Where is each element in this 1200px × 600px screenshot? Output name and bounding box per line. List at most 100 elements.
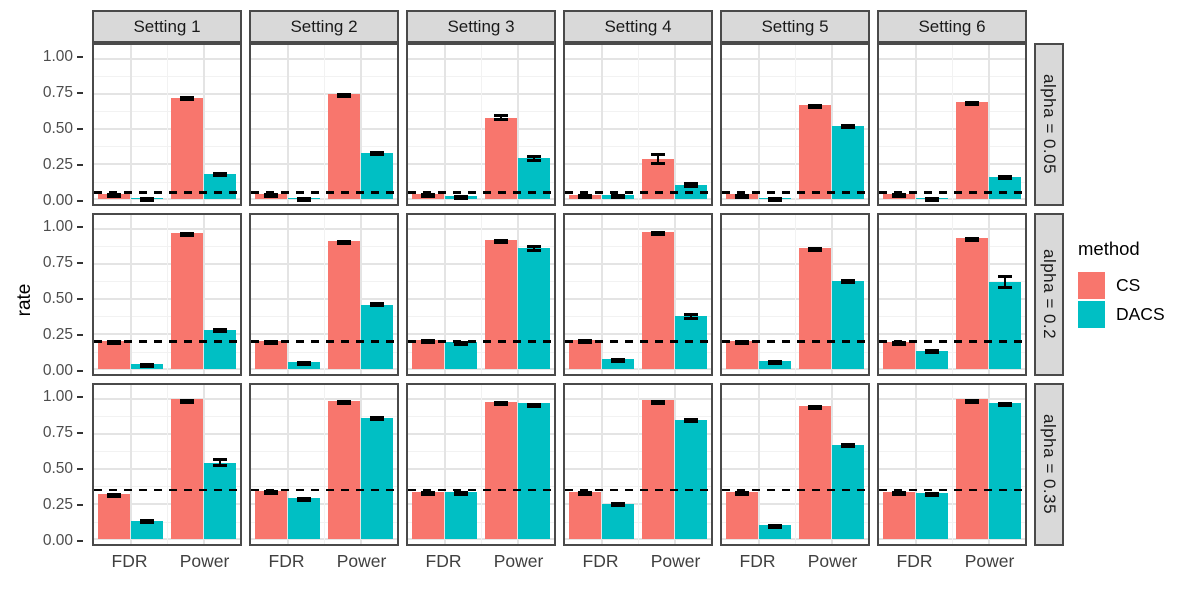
error-bar-fdr-cs xyxy=(421,193,436,199)
error-bar-cap-top xyxy=(578,193,593,197)
bar-power-dacs xyxy=(831,444,864,540)
error-bar-cap-top xyxy=(735,193,750,197)
error-bar-power-cs xyxy=(337,92,352,98)
facet-strip-setting-1: Setting 1 xyxy=(92,10,242,43)
error-bar-cap-bottom xyxy=(651,401,666,405)
error-bar-cap-bottom xyxy=(369,153,384,157)
x-axis-labels-col-5: FDR Power xyxy=(877,546,1027,578)
error-bar-cap-bottom xyxy=(997,286,1012,289)
legend-title: method xyxy=(1078,238,1140,259)
bar-fdr-dacs xyxy=(915,350,948,370)
bar-power-dacs xyxy=(988,402,1021,540)
error-bar-cap-bottom xyxy=(107,194,122,198)
error-bar-cap-bottom xyxy=(296,363,311,367)
bar-fdr-dacs xyxy=(444,492,477,540)
y-tick-label: 0.50 xyxy=(42,289,73,307)
y-tick-label: 0.25 xyxy=(42,326,73,344)
legend-label-cs: CS xyxy=(1116,275,1141,295)
x-tick-label-power: Power xyxy=(493,551,544,571)
bar-power-dacs xyxy=(203,173,236,200)
bar-power-dacs xyxy=(203,462,236,540)
error-bar-cap-top xyxy=(840,278,855,282)
bar-fdr-dacs xyxy=(915,492,948,540)
bar-fdr-dacs xyxy=(130,520,163,540)
error-bar-power-dacs xyxy=(369,415,384,421)
y-tick-mark xyxy=(77,127,83,130)
bar-fdr-cs xyxy=(98,494,131,540)
legend-swatch-dacs xyxy=(1078,301,1105,328)
gridline-vertical xyxy=(129,385,132,544)
error-bar-cap-bottom xyxy=(683,420,698,424)
x-axis-labels-col-4: FDR Power xyxy=(720,546,870,578)
bar-fdr-cs xyxy=(255,341,288,370)
error-bar-cap-top xyxy=(369,151,384,155)
error-bar-cap-top xyxy=(683,417,698,421)
error-bar-cap-bottom xyxy=(369,304,384,308)
bar-fdr-cs xyxy=(412,340,445,370)
error-bar-cap-top xyxy=(494,114,509,118)
error-bar-cap-bottom xyxy=(924,351,939,355)
bar-fdr-cs xyxy=(98,341,131,370)
error-bar-power-dacs xyxy=(683,417,698,424)
alpha-reference-line xyxy=(722,191,868,194)
error-bar-fdr-cs xyxy=(107,192,122,198)
gridline-vertical xyxy=(202,215,205,374)
error-bar-cap-top xyxy=(337,92,352,96)
error-bar-cap-bottom xyxy=(610,195,625,199)
error-bar-cap-top xyxy=(107,192,122,196)
alpha-reference-line xyxy=(94,488,240,492)
alpha-reference-line xyxy=(94,191,240,194)
error-bar-fdr-cs xyxy=(578,193,593,199)
alpha-reference-line xyxy=(879,488,1025,492)
error-bar-cap-bottom xyxy=(683,317,698,321)
bar-power-dacs xyxy=(203,329,236,370)
error-bar-cap-bottom xyxy=(578,341,593,345)
error-bar-fdr-dacs xyxy=(139,363,154,369)
gridline-vertical-minor xyxy=(952,45,953,204)
error-bar-power-dacs xyxy=(997,175,1012,181)
bar-power-dacs xyxy=(360,417,393,540)
error-bar-cap-bottom xyxy=(610,503,625,507)
error-bar-cap-top xyxy=(840,443,855,447)
bar-fdr-cs xyxy=(255,490,288,540)
x-tick-label-power: Power xyxy=(807,551,858,571)
y-tick-label: 0.00 xyxy=(42,192,73,210)
error-bar-cap-bottom xyxy=(651,162,666,166)
bar-fdr-cs xyxy=(569,492,602,540)
error-bar-cap-top xyxy=(212,172,227,176)
error-bar-fdr-dacs xyxy=(924,491,939,497)
error-bar-fdr-cs xyxy=(735,491,750,497)
error-bar-fdr-dacs xyxy=(453,490,468,496)
error-bar-power-dacs xyxy=(683,182,698,189)
error-bar-cap-top xyxy=(212,458,227,462)
error-bar-cap-bottom xyxy=(965,102,980,106)
error-bar-fdr-dacs xyxy=(610,193,625,199)
alpha-reference-line xyxy=(94,340,240,343)
error-bar-power-cs xyxy=(337,240,352,246)
bar-fdr-cs xyxy=(412,492,445,540)
error-bar-cap-top xyxy=(892,193,907,197)
error-bar-cap-top xyxy=(767,196,782,200)
gridline-vertical xyxy=(914,45,917,204)
error-bar-power-dacs xyxy=(526,244,541,252)
bar-power-dacs xyxy=(674,420,707,540)
error-bar-cap-top xyxy=(296,361,311,365)
facet-grid: Setting 1 Setting 2 Setting 3 Setting 4 Sett… xyxy=(0,10,1064,578)
error-bar-cap-top xyxy=(369,301,384,305)
alpha-reference-line xyxy=(722,340,868,343)
y-tick-label: 0.50 xyxy=(42,459,73,477)
error-bar-cap-top xyxy=(651,231,666,235)
error-bar-cap-bottom xyxy=(494,240,509,244)
y-tick-mark xyxy=(77,431,83,434)
panel-r0-c0 xyxy=(92,43,242,206)
bar-fdr-dacs xyxy=(287,498,320,540)
bar-power-dacs xyxy=(517,403,550,540)
panel-r1-c3 xyxy=(563,213,713,376)
error-bar-cap-top xyxy=(526,402,541,406)
gridline-vertical-minor xyxy=(795,215,796,374)
bar-fdr-cs xyxy=(883,492,916,540)
error-bar-cap-bottom xyxy=(808,105,823,109)
y-tick-mark xyxy=(77,395,83,398)
error-bar-cap-bottom xyxy=(683,185,698,189)
gridline-vertical-minor xyxy=(324,45,325,204)
